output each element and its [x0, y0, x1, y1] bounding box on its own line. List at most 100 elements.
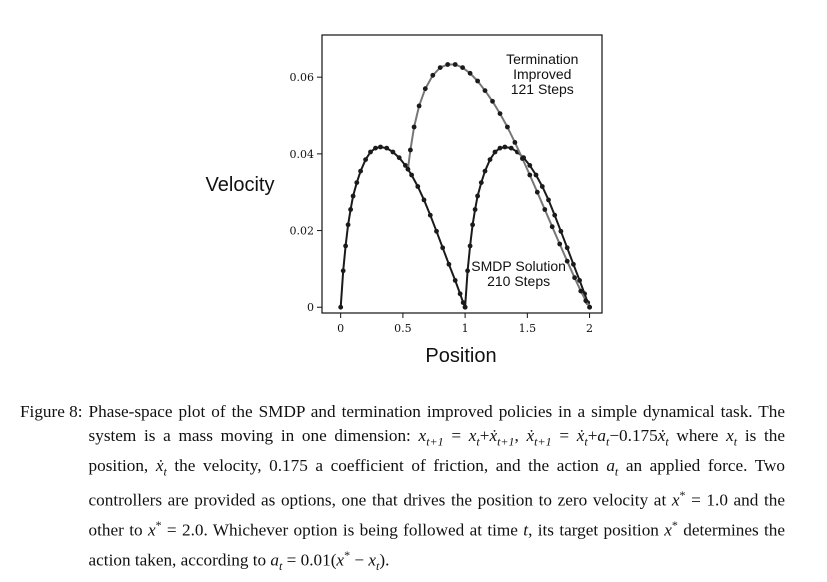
data-point	[505, 124, 510, 130]
caption-fragment: where	[668, 426, 727, 446]
caption-fragment: = 0.01(	[282, 551, 337, 571]
data-point	[384, 145, 390, 151]
data-point	[527, 172, 533, 178]
data-point	[368, 149, 373, 155]
y-axis-title: Velocity	[206, 174, 275, 196]
data-point	[348, 207, 353, 212]
data-point	[490, 98, 495, 104]
data-point	[467, 243, 473, 249]
caption-fragment: −0.175	[609, 426, 658, 446]
data-point	[520, 156, 525, 161]
data-point	[363, 157, 368, 163]
data-point	[587, 304, 592, 310]
caption-fragment: t	[278, 559, 283, 574]
data-point	[502, 144, 508, 150]
data-point	[465, 268, 470, 274]
data-point	[445, 62, 451, 67]
data-point	[482, 88, 488, 93]
caption-fragment: t	[665, 434, 669, 449]
caption-fragment: = 2.0. Whichever option is being followe…	[161, 521, 524, 541]
caption-fragment: +	[479, 426, 490, 446]
data-point	[378, 144, 383, 150]
data-point	[470, 222, 475, 228]
caption-fragment: , its target position	[528, 521, 665, 541]
x-tick-label: 0	[337, 322, 344, 335]
data-point	[534, 189, 540, 195]
data-point	[462, 304, 468, 310]
data-point	[408, 147, 413, 153]
figure-8: 0 0.5 1 1.5 2 0 0.02 0.04 0.06 Termination Impro…	[206, 34, 603, 367]
caption-fragment: ẋ	[155, 455, 164, 475]
caption-fragment: x	[664, 521, 672, 541]
data-point	[487, 157, 493, 163]
data-point	[434, 228, 439, 234]
data-point	[405, 166, 411, 172]
y-tick-label: 0.02	[290, 225, 315, 238]
caption-fragment: = 1.0 and the other to	[88, 491, 785, 541]
caption-fragment: ,	[514, 426, 527, 446]
data-point	[340, 268, 346, 274]
data-point	[583, 298, 589, 304]
caption-fragment: t	[163, 464, 167, 479]
data-point	[539, 184, 545, 189]
data-point	[564, 245, 570, 251]
data-point	[542, 207, 548, 212]
caption-fragment: ).	[379, 551, 390, 571]
data-point	[452, 62, 458, 67]
data-point	[492, 149, 498, 155]
caption-fragment: x	[147, 521, 156, 541]
y-tick-label: 0	[307, 301, 314, 314]
data-point	[390, 149, 396, 155]
data-point	[475, 78, 480, 84]
data-point	[396, 155, 402, 161]
caption-fragment: t+1	[426, 434, 444, 449]
caption-fragment: t+1	[497, 434, 515, 449]
annotation-line: Termination	[506, 51, 578, 67]
data-point	[546, 197, 551, 203]
caption-fragment: an applied force. Two controllers are pr…	[88, 455, 786, 511]
caption-fragment: t	[376, 559, 380, 574]
data-point	[460, 65, 465, 70]
caption-fragment: is the position,	[88, 426, 786, 475]
y-tick-label: 0.04	[290, 148, 315, 161]
caption-fragment: *	[671, 518, 678, 533]
series-layer	[338, 62, 592, 310]
caption-fragment: *	[679, 488, 686, 503]
annotation-line: 121 Steps	[511, 81, 574, 97]
caption-fragment: t	[476, 434, 480, 449]
caption-fragment: t	[523, 521, 529, 541]
caption-fragment: ẋ	[576, 426, 585, 446]
data-point	[467, 70, 473, 76]
caption-fragment: t	[733, 434, 738, 449]
annotation-line: Improved	[513, 66, 571, 82]
data-point	[457, 291, 463, 297]
data-point	[343, 243, 348, 249]
plot-frame	[321, 34, 603, 314]
data-point	[512, 140, 518, 145]
caption-fragment: t	[606, 434, 610, 449]
caption-fragment: x	[418, 426, 427, 446]
caption-fragment: ẋ	[526, 426, 535, 446]
caption-fragment: Phase-space plot of the SMDP and termina…	[88, 402, 785, 446]
caption-fragment: =	[551, 426, 577, 446]
caption-fragment: +	[587, 426, 598, 446]
data-point	[452, 278, 458, 283]
caption-fragment: the velocity, 0.175 a coefficient of fri…	[166, 455, 607, 475]
figure-caption: Figure 8: Phase-space plot of the SMDP a…	[20, 400, 785, 579]
caption-fragment: x	[468, 426, 477, 446]
data-point	[557, 241, 563, 247]
caption-fragment: a	[597, 426, 607, 446]
annotation-line: 210 Steps	[487, 273, 550, 289]
series-line-2	[406, 63, 591, 308]
caption-label: Figure 8:	[20, 402, 83, 421]
data-point	[345, 222, 351, 228]
caption-fragment: *	[344, 548, 351, 563]
annotation-line: SMDP Solution	[471, 258, 566, 274]
caption-text: Phase-space plot of the SMDP and termina…	[89, 400, 785, 579]
data-point	[558, 228, 564, 234]
data-point	[440, 245, 446, 251]
caption-fragment: t+1	[534, 434, 552, 449]
x-tick-label: 1	[462, 322, 469, 335]
data-point	[411, 124, 417, 130]
data-point	[430, 72, 436, 78]
